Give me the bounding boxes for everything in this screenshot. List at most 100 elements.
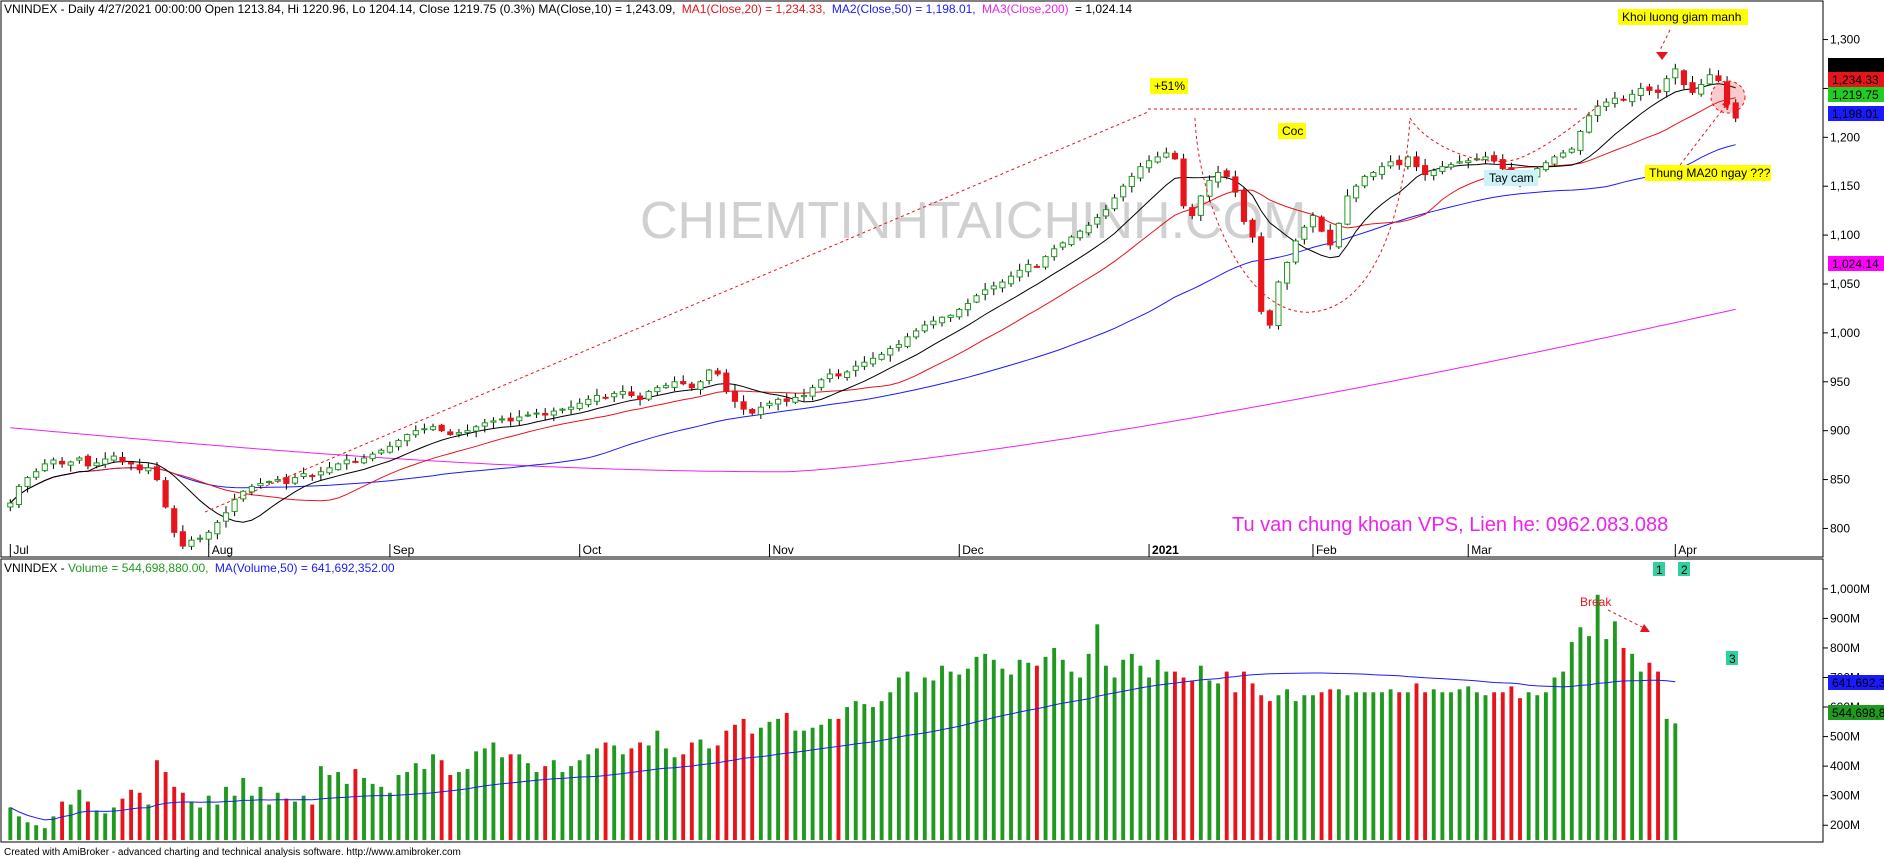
candle-down [1033,265,1040,268]
volume-bar [293,801,297,840]
volume-bar [439,760,444,840]
volume-bar [620,754,625,840]
candle-up [1560,152,1567,158]
handle-dashed-curve [1409,103,1601,162]
volume-bar [767,721,772,840]
candle-up [378,449,385,454]
khoi-luong-label: Khoi luong giam manh [1622,10,1741,24]
volume-bar [1354,692,1359,840]
volume-bar [301,795,306,840]
volume-bar [25,822,30,840]
price-tick-label: 900 [1830,424,1850,438]
volume-bar [16,816,21,840]
price-header-main: VNINDEX - Daily 4/27/2021 00:00:00 Open … [4,2,675,16]
price-header-ma1: MA1(Close,20) = 1,234.33, [682,2,826,16]
volume-bar [974,656,979,840]
volume-tick-label: 400M [1830,759,1860,773]
volume-bar [819,724,824,840]
volume-bar [1112,677,1117,840]
candle-up [1551,156,1558,165]
volume-header-prefix: VNINDEX - [4,561,68,575]
volume-bar [60,801,65,840]
candle-up [197,537,204,540]
volume-bar [267,804,272,840]
thung-arrow-head [1722,100,1730,110]
volume-bar [224,786,228,840]
ma20-line [9,97,1736,504]
candle-up [930,320,937,326]
candle-up [1085,224,1092,234]
volume-marker-label: 641,692,3 [1832,676,1884,690]
candle-up [110,455,117,461]
volume-bar [1224,671,1229,840]
volume-bar [1612,621,1617,840]
volume-bar [603,742,608,840]
candle-down [1327,229,1334,246]
volume-bar [1474,692,1479,840]
time-tick-label: Aug [212,543,233,557]
volume-bar [707,748,712,840]
break-label: Break [1580,595,1612,609]
volume-bar [1147,677,1152,840]
candle-down [58,460,66,465]
uptrend-dashed-line [204,111,1149,513]
volume-bar [1457,689,1462,840]
volume-bar [34,825,39,840]
candle-up [1025,263,1032,273]
candle-down [680,381,687,385]
candle-up [360,457,368,464]
candle-down [283,477,290,484]
thung-label: Thung MA20 ngay ??? [1649,166,1771,180]
candle-up [490,420,497,423]
candle-up [1439,166,1446,172]
volume-bar [845,707,850,840]
volume-bar [1302,695,1307,840]
candle-up [611,393,618,398]
volume-bar [1034,665,1039,840]
coc-label-bg [1278,123,1306,139]
volume-bar [1543,692,1548,840]
candle-up [1378,166,1386,175]
candle-down [1396,159,1403,166]
volume-bar [1656,671,1660,840]
volume-bar [1345,695,1350,840]
candle-up [861,361,868,367]
volume-bar [1233,692,1238,840]
volume-bar [1431,689,1436,840]
volume-bar [543,766,548,840]
candle-up [904,336,911,347]
candle-up [1577,130,1584,151]
volume-bar [249,795,254,840]
volume-bar [1276,695,1281,840]
candle-up [1206,179,1213,197]
watermark: CHIEMTINHTAICHINH.COM [640,192,1306,250]
coc-label: Coc [1282,124,1303,138]
candle-up [887,348,894,356]
candle-up [852,365,859,371]
time-axis: Jul Aug Sep Oct Nov Dec 2021 Feb Mar Apr [9,543,1697,557]
volume-bar [689,742,694,840]
volume-bar [1397,692,1402,840]
price-marker-bg [1828,256,1884,271]
volume-bar [137,792,142,840]
pct-label-bg [1150,78,1188,94]
volume-bar [577,760,582,840]
volume-bar [8,807,13,840]
volume-bar [888,692,893,840]
candle-up [938,316,946,324]
time-tick-label: Mar [1471,543,1492,557]
candle-up [818,379,825,388]
candle-up [964,303,971,311]
candle-up [1292,240,1299,263]
volume-bar [983,653,988,840]
candle-up [473,426,480,432]
candle-down [352,460,359,463]
candle-up [800,394,808,398]
candle-up [869,357,877,365]
volume-bar [715,745,720,840]
price-marker-label: 1,219.75 [1832,88,1879,102]
candle-up [956,308,963,318]
candle-up [1706,74,1713,85]
candle-up [973,295,980,303]
